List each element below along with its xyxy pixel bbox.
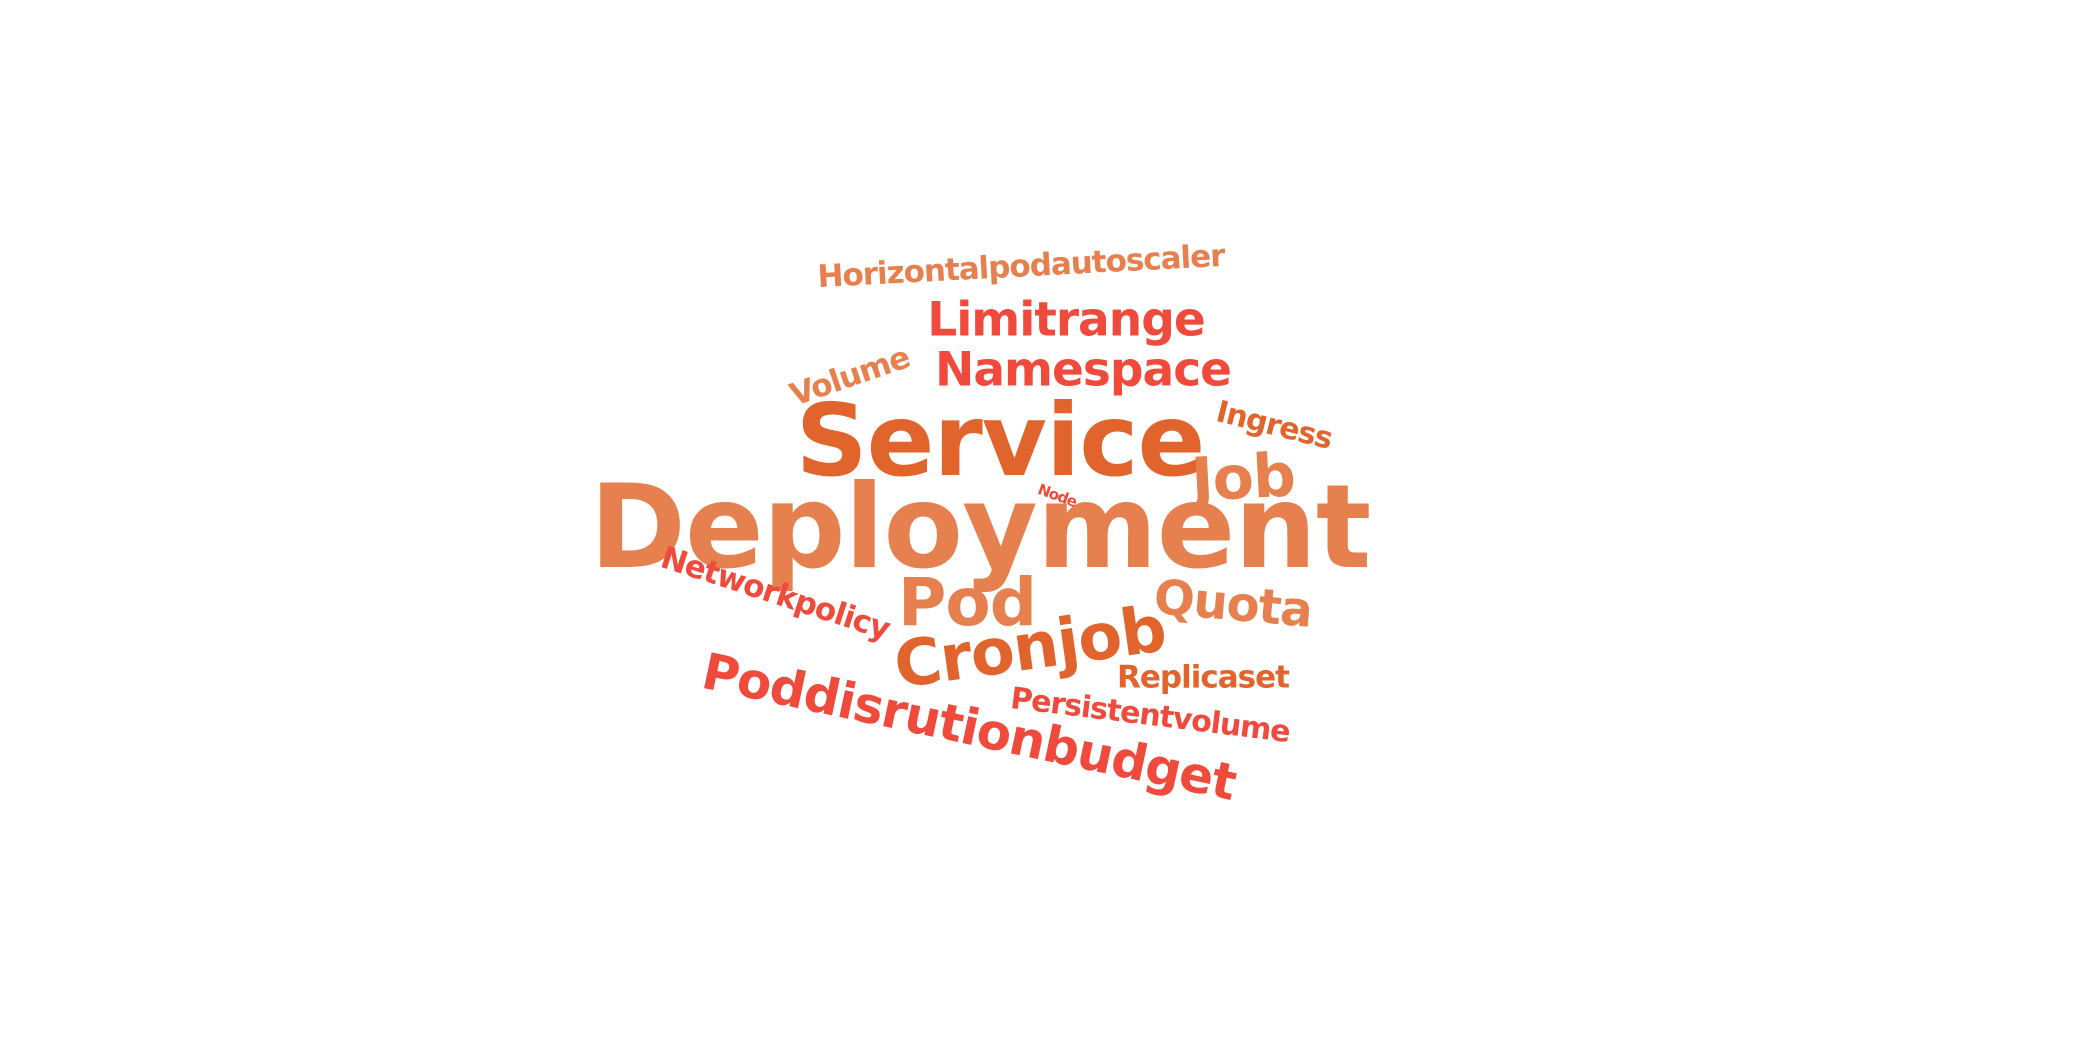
word-replicaset: Replicaset [1117,659,1290,696]
word-limitrange: Limitrange [927,292,1205,348]
word-horizontalpodautoscaler: Horizontalpodautoscaler [816,237,1226,296]
word-job: Job [1189,440,1297,516]
word-quota: Quota [1151,569,1315,639]
word-deployment: Deployment [589,460,1372,595]
word-service: Service [795,382,1206,499]
word-pod: Pod [898,564,1037,641]
word-namespace: Namespace [935,342,1232,398]
